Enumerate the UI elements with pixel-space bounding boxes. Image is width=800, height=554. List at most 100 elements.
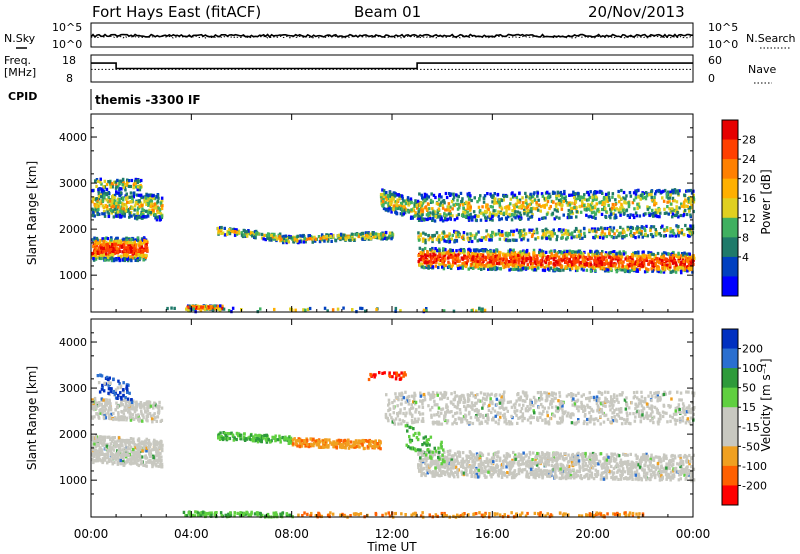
heatmap-cell	[138, 453, 142, 457]
heatmap-cell	[141, 216, 144, 220]
heatmap-cell	[420, 207, 424, 211]
heatmap-cell	[640, 254, 644, 258]
heatmap-cell	[403, 211, 407, 215]
heatmap-cell	[105, 187, 109, 191]
heatmap-cell	[664, 251, 667, 255]
heatmap-cell	[553, 262, 556, 266]
heatmap-cell	[123, 446, 127, 451]
heatmap-cell	[446, 217, 449, 221]
heatmap-cell	[123, 214, 126, 218]
heatmap-cell	[591, 215, 594, 219]
heatmap-cell	[629, 213, 632, 217]
heatmap-cell	[634, 254, 637, 258]
heatmap-cell	[482, 236, 486, 240]
heatmap-cell	[307, 234, 310, 238]
heatmap-cell	[417, 259, 420, 264]
heatmap-cell	[611, 264, 614, 268]
heatmap-cell	[532, 192, 535, 196]
heatmap-cell	[493, 251, 496, 255]
heatmap-cell	[623, 211, 626, 215]
heatmap-cell	[119, 458, 122, 463]
heatmap-cell	[341, 237, 345, 241]
heatmap-cell	[553, 191, 556, 195]
heatmap-cell	[680, 229, 684, 233]
heatmap-cell	[593, 227, 597, 231]
heatmap-cell	[671, 254, 674, 258]
heatmap-cell	[634, 190, 638, 194]
heatmap-cell	[422, 231, 425, 235]
heatmap-cell	[115, 204, 118, 208]
heatmap-cell	[511, 209, 514, 213]
heatmap-cell	[327, 237, 330, 241]
heatmap-cell	[529, 198, 533, 202]
heatmap-cell	[129, 457, 132, 461]
heatmap-cell	[602, 195, 606, 200]
heatmap-cell	[475, 253, 479, 258]
heatmap-cell	[598, 264, 601, 268]
heatmap-cell	[491, 205, 494, 209]
heatmap-cell	[643, 227, 646, 231]
heatmap-cell	[139, 448, 142, 452]
heatmap-cell	[531, 233, 534, 237]
heatmap-cell	[669, 193, 672, 197]
heatmap-cell	[101, 237, 104, 241]
heatmap-cell	[549, 237, 552, 241]
colorbar-swatch	[722, 178, 738, 199]
heatmap-cell	[109, 449, 112, 453]
heatmap-cell	[574, 264, 578, 268]
heatmap-cell	[437, 197, 441, 202]
heatmap-cell	[287, 240, 290, 244]
heatmap-cell	[278, 235, 281, 239]
heatmap-cell	[409, 216, 413, 220]
heatmap-cell	[515, 195, 519, 200]
heatmap-cell	[328, 233, 331, 237]
heatmap-cell	[559, 200, 563, 204]
heatmap-cell	[417, 218, 421, 222]
heatmap-cell	[285, 239, 288, 243]
heatmap-cell	[311, 240, 314, 244]
heatmap-cell	[407, 209, 410, 213]
heatmap-cell	[627, 256, 631, 260]
heatmap-cell	[492, 209, 495, 213]
heatmap-cell	[549, 261, 552, 265]
heatmap-cell	[634, 251, 637, 255]
heatmap-cell	[426, 259, 429, 263]
heatmap-cell	[570, 215, 573, 219]
heatmap-cell	[640, 257, 644, 261]
heatmap-cell	[142, 446, 145, 450]
heatmap-cell	[567, 212, 570, 217]
heatmap-cell	[594, 234, 597, 238]
heatmap-cell	[495, 258, 498, 263]
heatmap-cell	[130, 440, 134, 444]
heatmap-cell	[374, 234, 377, 238]
heatmap-cell	[484, 205, 488, 209]
heatmap-cell	[441, 203, 444, 207]
heatmap-cell	[600, 261, 603, 265]
heatmap-cell	[544, 216, 547, 220]
heatmap-cell	[578, 196, 582, 200]
heatmap-cell	[105, 182, 109, 187]
heatmap-cell	[473, 196, 476, 200]
heatmap-cell	[482, 266, 486, 271]
heatmap-cell	[136, 462, 139, 466]
heatmap-cell	[553, 232, 556, 236]
heatmap-cell	[404, 202, 408, 206]
heatmap-cell	[118, 194, 122, 198]
heatmap-cell	[533, 251, 536, 255]
heatmap-cell	[250, 231, 253, 235]
heatmap-cell	[559, 250, 562, 254]
heatmap-cell	[503, 206, 507, 210]
heatmap-cell	[522, 228, 526, 232]
heatmap-cell	[560, 207, 564, 211]
heatmap-cell	[308, 237, 312, 241]
heatmap-cell	[105, 198, 108, 202]
heatmap-cell	[111, 185, 114, 189]
heatmap-cell	[533, 260, 537, 264]
heatmap-cell	[442, 235, 445, 239]
heatmap-cell	[593, 259, 596, 263]
heatmap-cell	[519, 268, 523, 272]
heatmap-cell	[456, 255, 459, 259]
heatmap-cell	[685, 189, 688, 193]
heatmap-cell	[433, 256, 437, 260]
heatmap-cell	[687, 206, 690, 211]
